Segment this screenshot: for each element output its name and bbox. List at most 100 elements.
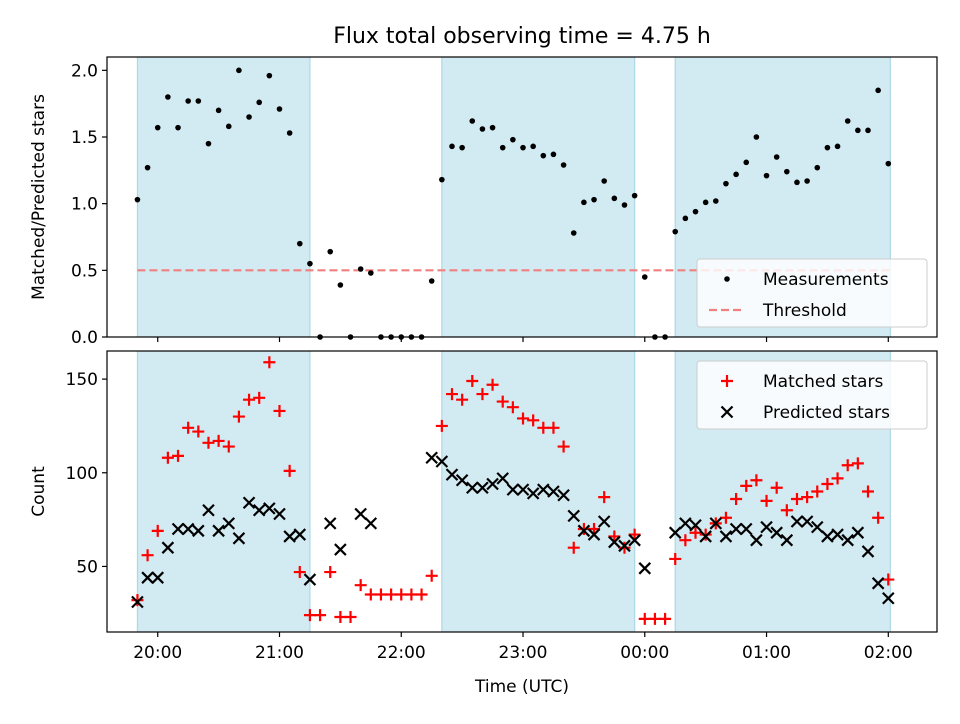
predicted-stars-point [790,515,804,528]
matched-stars-point [801,491,814,504]
y-tick-label: 1.0 [71,195,98,215]
matched-stars-point [476,388,489,401]
predicted-stars-point [679,517,692,530]
measurement-point [510,136,516,143]
predicted-stars-point [496,472,509,485]
matched-stars-point [780,504,793,517]
matched-stars-point [638,612,651,625]
matched-stars-point [456,393,469,406]
measurement-point [165,94,171,100]
measurement-point [327,248,334,255]
observing-interval-band [441,57,635,337]
predicted-stars-point [699,530,712,543]
matched-stars-point [811,485,824,498]
predicted-stars-point [364,517,378,530]
measurement-point [428,278,435,284]
matched-stars-point [598,491,611,504]
predicted-stars-point [466,481,479,495]
matched-stars-point [324,566,337,579]
measurement-point [469,118,476,124]
matched-stars-point [202,436,215,449]
bottom-panel: 50 100 150 20:00 21:00 22:00 23:00 00:00 01:00 02… [29,350,938,697]
measurement-point [581,199,587,206]
measurement-point [621,202,628,208]
measurement-point [307,260,313,267]
legend-box [696,258,928,328]
matched-stars-point [435,419,448,432]
predicted-stars-point [192,524,205,538]
predicted-stars-point [537,483,550,496]
predicted-stars-point [334,543,347,556]
matched-stars-point [192,425,205,438]
measurement-point [763,172,770,179]
legend-box [696,360,928,430]
matched-stars-point [232,410,245,423]
matched-stars-point [577,522,590,535]
measurement-point [154,124,161,131]
measurement-point [144,164,151,171]
predicted-stars-point [293,528,307,541]
predicted-stars-point [516,483,530,496]
measurement-point [449,143,455,150]
x-tick-label: 21:00 [255,643,304,663]
matched-stars-point [385,588,398,601]
matched-stars-point [699,528,712,541]
predicted-stars-point [577,524,591,538]
matched-stars-point [831,472,844,485]
matched-stars-point [719,511,732,524]
matched-stars-point [821,478,834,491]
measurement-point [205,140,212,147]
measurement-point [804,178,810,184]
matched-stars-point [608,530,621,543]
measurement-point [773,154,780,160]
matched-stars-point [364,588,377,601]
measurement-point [794,179,800,186]
predicted-stars-point [608,535,621,549]
matched-stars-point [770,481,783,494]
legend-label: Predicted stars [763,403,890,423]
measurement-point [570,230,577,236]
measurement-point [296,240,303,247]
matched-stars-point [537,421,550,434]
measurement-point [337,282,344,288]
measurement-point [834,143,841,150]
predicted-stars-point [425,451,438,465]
matched-stars-point [395,588,408,601]
measurement-point [692,208,699,215]
measurement-point [236,67,242,74]
predicted-stars-point [871,577,885,590]
matched-stars-point [730,492,743,505]
measurement-point [134,196,141,203]
measurement-point [540,152,547,159]
x-tick-label: 20:00 [133,643,182,663]
matched-stars-point [547,421,560,434]
measurement-point [215,107,222,114]
matched-stars-point [669,552,682,565]
x-tick-label: 00:00 [620,643,669,663]
measurement-point [682,215,689,222]
y-tick-label: 2.0 [71,61,98,81]
y-tick-label: 0.5 [71,261,98,281]
predicted-stars-point [455,473,469,487]
predicted-stars-point [760,520,773,534]
measurement-point [256,99,263,106]
measurement-point [641,274,648,280]
predicted-stars-point [750,533,763,547]
matched-stars-point [293,566,306,579]
predicted-stars-point [506,483,520,496]
matched-stars-point [466,374,479,387]
legend-predicted-marker [720,405,734,419]
predicted-stars-point [486,477,499,491]
observing-interval-band [441,351,635,632]
x-tick-label: 23:00 [499,643,548,663]
measurement-point [784,168,790,175]
matched-stars-point [182,421,195,434]
matched-stars-point [283,464,296,477]
legend: Matched stars Predicted stars [696,360,928,430]
x-tick-label: 01:00 [742,643,791,663]
matched-stars-point [405,588,418,601]
measurement-point [855,127,861,134]
predicted-stars-point [222,517,236,530]
matched-stars-point [689,526,702,539]
predicted-stars-point [638,562,652,575]
